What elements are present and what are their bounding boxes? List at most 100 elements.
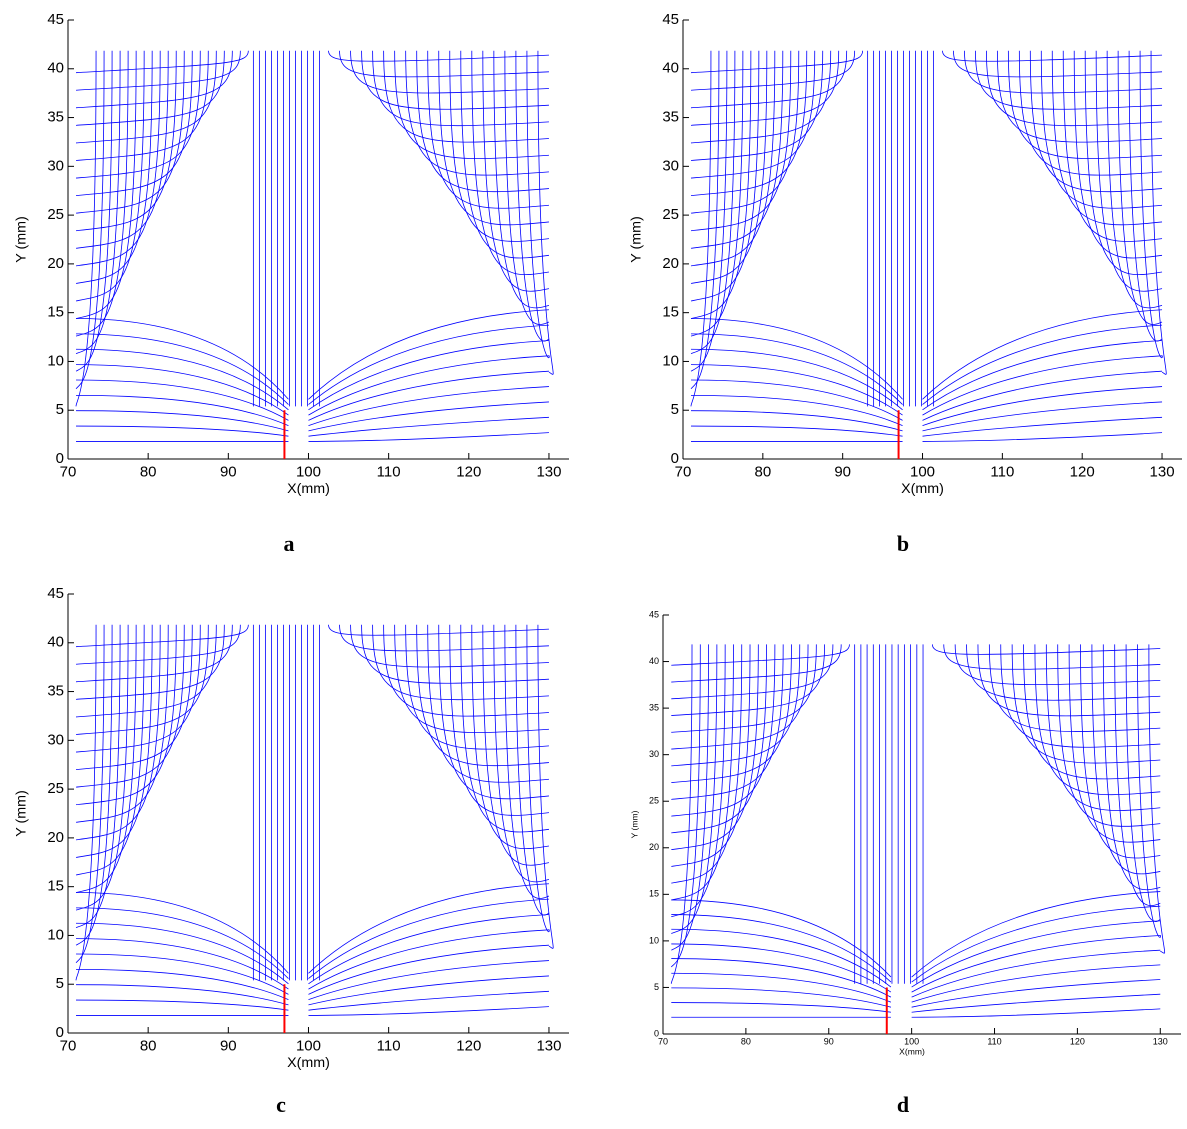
streamline bbox=[76, 348, 289, 411]
streamline bbox=[460, 624, 550, 833]
streamline bbox=[690, 50, 856, 91]
x-tick-label: 110 bbox=[377, 1037, 401, 1054]
streamline bbox=[504, 624, 550, 899]
streamline bbox=[671, 914, 892, 983]
streamline bbox=[76, 394, 289, 427]
y-tick-label: 20 bbox=[47, 829, 64, 846]
streamline bbox=[911, 964, 1161, 1003]
streamline bbox=[438, 624, 550, 800]
y-tick-label: 30 bbox=[649, 749, 659, 759]
streamline bbox=[690, 348, 903, 411]
streamline bbox=[931, 644, 1161, 655]
streamline bbox=[943, 644, 1161, 670]
streamline bbox=[911, 949, 1161, 998]
streamline bbox=[671, 644, 834, 700]
streamline bbox=[954, 644, 1161, 686]
streamline bbox=[76, 892, 289, 974]
streamline bbox=[1007, 50, 1163, 159]
streamline bbox=[922, 416, 1163, 437]
streamline bbox=[953, 50, 1163, 78]
streamline bbox=[308, 401, 549, 432]
x-axis-label: X(mm) bbox=[901, 481, 944, 497]
streamline bbox=[308, 355, 549, 416]
y-tick-label: 5 bbox=[56, 401, 64, 418]
streamline bbox=[670, 644, 693, 984]
streamline bbox=[308, 309, 549, 400]
streamline bbox=[75, 50, 97, 407]
x-tick-label: 80 bbox=[140, 1037, 157, 1054]
x-tick-label: 80 bbox=[741, 1036, 751, 1046]
streamline bbox=[690, 364, 903, 416]
streamline bbox=[339, 50, 549, 78]
streamline bbox=[75, 50, 145, 302]
streamline bbox=[493, 50, 550, 309]
y-tick-label: 20 bbox=[649, 842, 659, 852]
streamline bbox=[75, 50, 185, 214]
streamline bbox=[427, 50, 549, 209]
y-tick-label: 40 bbox=[662, 60, 679, 77]
y-tick-label: 15 bbox=[662, 304, 679, 321]
streamline bbox=[328, 624, 549, 636]
x-axis-label: X(mm) bbox=[287, 1055, 330, 1071]
streamline bbox=[671, 972, 892, 1003]
streamline bbox=[308, 1006, 549, 1016]
streamline bbox=[671, 644, 718, 934]
x-tick-label: 70 bbox=[60, 1037, 77, 1054]
streamline bbox=[671, 644, 850, 666]
streamline bbox=[671, 644, 751, 867]
streamline bbox=[671, 644, 817, 733]
x-tick-label: 130 bbox=[1150, 463, 1175, 480]
streamline bbox=[690, 50, 712, 407]
y-tick-label: 35 bbox=[47, 683, 64, 700]
x-tick-label: 100 bbox=[904, 1036, 919, 1046]
x-tick-label: 130 bbox=[536, 1037, 561, 1054]
y-tick-label: 0 bbox=[56, 1024, 64, 1041]
streamline bbox=[671, 958, 892, 998]
y-tick-label: 25 bbox=[47, 780, 64, 797]
streamline bbox=[1051, 50, 1163, 226]
panel-label: b bbox=[897, 531, 909, 556]
streamline bbox=[394, 50, 549, 159]
streamline bbox=[76, 379, 289, 421]
streamline bbox=[76, 410, 289, 432]
y-tick-label: 30 bbox=[662, 157, 679, 174]
streamline bbox=[308, 416, 549, 437]
streamline bbox=[372, 624, 549, 701]
streamline bbox=[526, 624, 550, 933]
streamline bbox=[985, 50, 1163, 127]
streamline bbox=[690, 50, 832, 144]
streamline bbox=[911, 905, 1161, 983]
streamline bbox=[671, 644, 734, 901]
streamline bbox=[405, 50, 549, 176]
x-tick-label: 110 bbox=[377, 463, 401, 480]
streamline bbox=[75, 50, 217, 144]
streamline bbox=[922, 309, 1163, 400]
streamline bbox=[1084, 50, 1163, 276]
y-tick-label: 5 bbox=[56, 975, 64, 992]
streamline bbox=[1040, 50, 1163, 209]
streamline bbox=[911, 1008, 1161, 1018]
x-tick-label: 100 bbox=[296, 463, 321, 480]
streamline bbox=[76, 938, 289, 990]
y-tick-label: 10 bbox=[47, 926, 64, 943]
streamline bbox=[75, 624, 185, 788]
streamline bbox=[1095, 50, 1163, 292]
streamline bbox=[690, 50, 848, 109]
streamline bbox=[383, 624, 549, 717]
streamline bbox=[75, 50, 209, 161]
panel-label: c bbox=[276, 1092, 286, 1117]
streamline bbox=[690, 50, 752, 319]
streamline bbox=[394, 624, 549, 733]
streamline bbox=[922, 386, 1163, 427]
streamline bbox=[526, 50, 550, 359]
streamline bbox=[690, 50, 776, 267]
streamline bbox=[942, 50, 1163, 62]
streamline bbox=[1034, 644, 1161, 796]
streamline bbox=[690, 318, 903, 400]
streamline bbox=[1045, 644, 1161, 811]
x-tick-label: 90 bbox=[834, 463, 851, 480]
streamline bbox=[964, 50, 1163, 94]
x-tick-label: 90 bbox=[220, 463, 237, 480]
streamline bbox=[308, 340, 549, 411]
